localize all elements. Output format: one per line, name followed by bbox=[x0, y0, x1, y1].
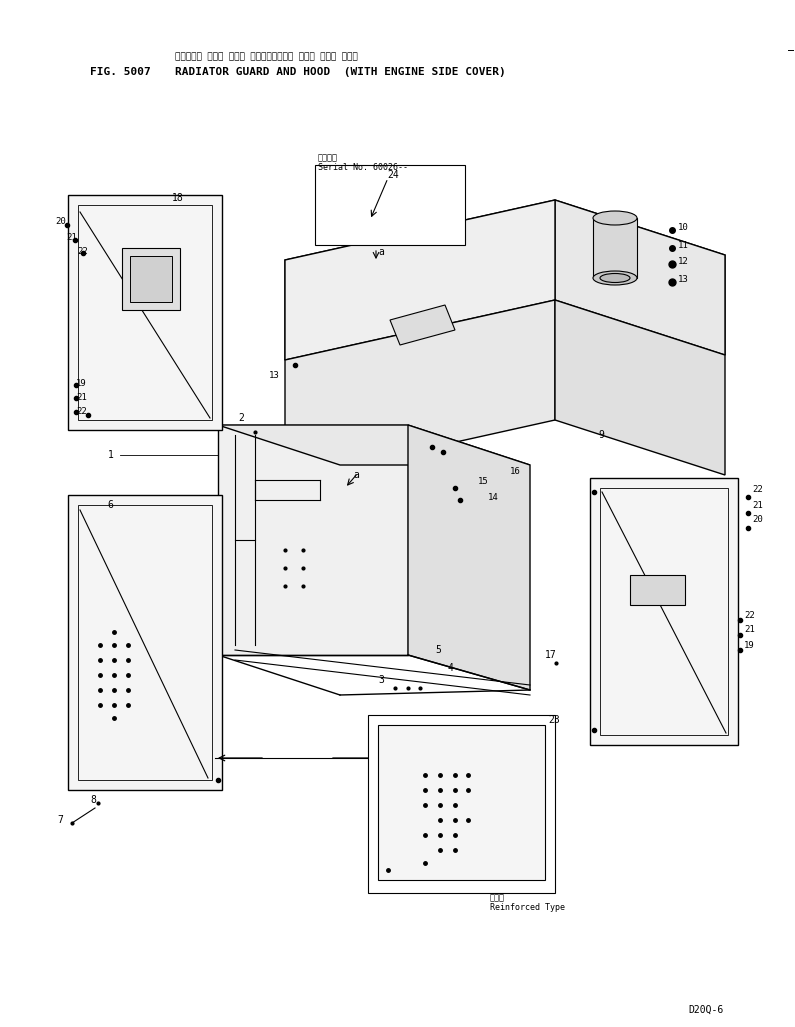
Polygon shape bbox=[218, 425, 530, 465]
Text: 24: 24 bbox=[387, 170, 399, 180]
Text: 22: 22 bbox=[752, 486, 762, 494]
Text: D20Q-6: D20Q-6 bbox=[688, 1005, 723, 1015]
Polygon shape bbox=[408, 425, 530, 690]
Text: 6: 6 bbox=[107, 500, 113, 510]
Text: 19: 19 bbox=[744, 641, 754, 649]
Text: 17: 17 bbox=[545, 650, 556, 660]
Text: 22: 22 bbox=[77, 248, 87, 257]
Text: 13: 13 bbox=[678, 275, 688, 284]
Polygon shape bbox=[630, 575, 685, 605]
Text: 4: 4 bbox=[448, 663, 454, 673]
Text: 適用番号: 適用番号 bbox=[318, 153, 338, 162]
Polygon shape bbox=[68, 495, 222, 790]
Polygon shape bbox=[68, 195, 222, 430]
Polygon shape bbox=[555, 200, 725, 355]
Ellipse shape bbox=[600, 273, 630, 282]
Ellipse shape bbox=[593, 211, 637, 225]
Polygon shape bbox=[285, 200, 725, 360]
Polygon shape bbox=[600, 488, 728, 735]
Polygon shape bbox=[590, 478, 738, 745]
Text: a: a bbox=[353, 470, 359, 480]
Polygon shape bbox=[368, 715, 555, 893]
Text: 5: 5 bbox=[435, 645, 441, 655]
Polygon shape bbox=[122, 248, 180, 310]
Text: FIG. 5007: FIG. 5007 bbox=[90, 67, 151, 77]
Text: 7: 7 bbox=[57, 815, 63, 825]
Polygon shape bbox=[285, 300, 555, 480]
Polygon shape bbox=[218, 425, 408, 655]
Text: Reinforced Type: Reinforced Type bbox=[490, 904, 565, 913]
Text: 23: 23 bbox=[548, 715, 560, 725]
Polygon shape bbox=[78, 205, 212, 420]
Polygon shape bbox=[593, 218, 637, 278]
Text: a: a bbox=[378, 248, 384, 257]
Text: 強化型: 強化型 bbox=[490, 893, 505, 903]
Text: 1: 1 bbox=[108, 450, 114, 460]
Text: 20: 20 bbox=[55, 218, 66, 227]
Text: 3: 3 bbox=[378, 675, 384, 685]
Text: 8: 8 bbox=[90, 795, 96, 805]
Text: 12: 12 bbox=[678, 258, 688, 266]
Polygon shape bbox=[285, 200, 555, 360]
Text: RADIATOR GUARD AND HOOD  (WITH ENGINE SIDE COVER): RADIATOR GUARD AND HOOD (WITH ENGINE SID… bbox=[175, 67, 506, 77]
Text: 10: 10 bbox=[678, 224, 688, 232]
Polygon shape bbox=[390, 305, 455, 345]
Text: 11: 11 bbox=[678, 241, 688, 251]
Text: 21: 21 bbox=[76, 392, 87, 402]
Text: 14: 14 bbox=[488, 493, 498, 501]
Polygon shape bbox=[555, 300, 725, 476]
Text: 16: 16 bbox=[510, 467, 521, 477]
Text: 21: 21 bbox=[752, 500, 762, 509]
Polygon shape bbox=[78, 505, 212, 779]
Text: 2: 2 bbox=[238, 413, 244, 423]
Polygon shape bbox=[130, 256, 172, 302]
Text: 21: 21 bbox=[66, 232, 77, 241]
Text: ラジエータ ガード および フード（エンジン サイド カバー ツキ）: ラジエータ ガード および フード（エンジン サイド カバー ツキ） bbox=[175, 52, 358, 62]
Text: 18: 18 bbox=[172, 193, 184, 203]
Polygon shape bbox=[378, 725, 545, 880]
Ellipse shape bbox=[593, 271, 637, 286]
Text: 22: 22 bbox=[76, 407, 87, 416]
Text: 22: 22 bbox=[744, 610, 754, 619]
Text: 15: 15 bbox=[478, 478, 489, 487]
Text: 21: 21 bbox=[744, 625, 754, 635]
Text: 19: 19 bbox=[76, 379, 87, 387]
Text: 20: 20 bbox=[752, 516, 762, 525]
Text: Serial No. 60026--: Serial No. 60026-- bbox=[318, 163, 408, 173]
Text: 9: 9 bbox=[598, 430, 604, 440]
Text: 13: 13 bbox=[270, 371, 280, 380]
Polygon shape bbox=[315, 165, 465, 245]
